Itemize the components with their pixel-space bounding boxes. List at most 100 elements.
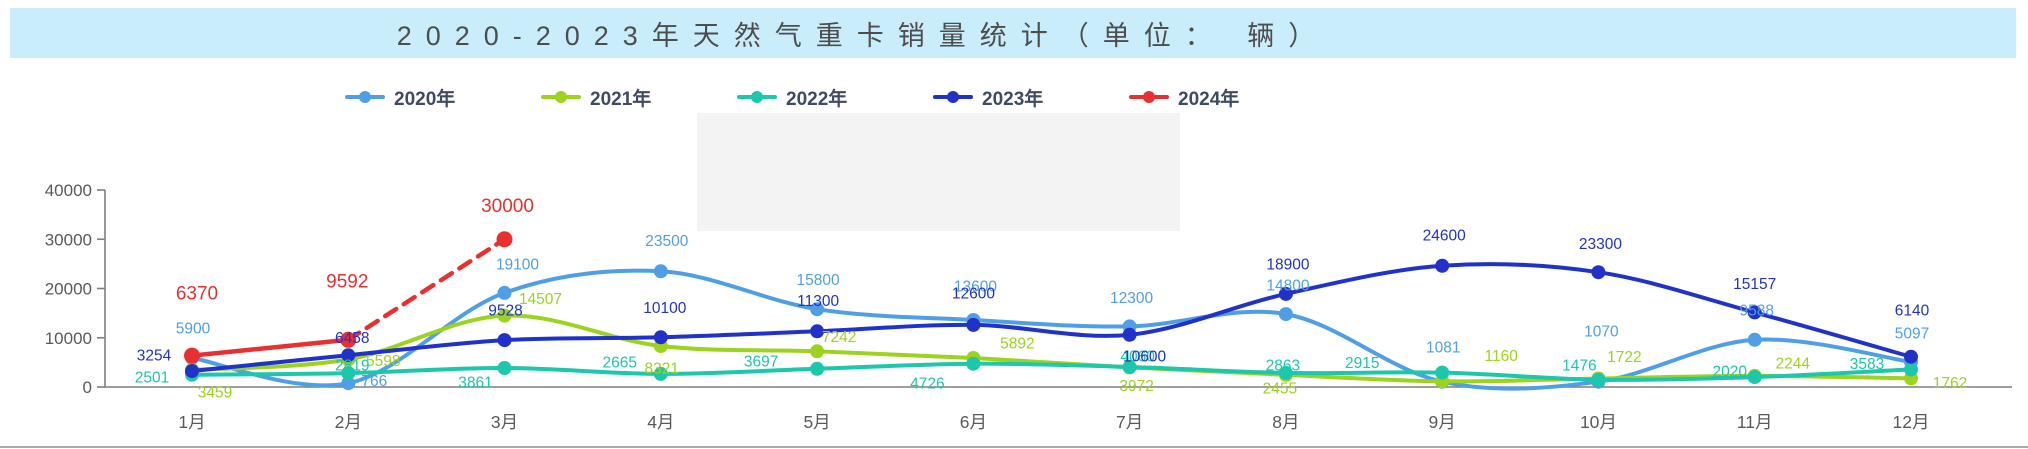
series-line-2022年	[190, 361, 1913, 382]
data-label-2023年-2月: 6458	[335, 330, 369, 347]
data-point-2022年-9月[interactable]	[1435, 365, 1450, 380]
data-point-2024年-3月[interactable]	[496, 231, 513, 248]
data-label-2022年-10月: 1476	[1562, 357, 1596, 374]
data-point-2023年-6月[interactable]	[966, 317, 981, 332]
legend-item-2023年[interactable]: 2023年	[933, 84, 1129, 111]
data-point-2023年-10月[interactable]	[1591, 265, 1606, 280]
watermark-patch	[697, 113, 1180, 231]
data-point-2020年-11月[interactable]	[1747, 332, 1762, 347]
legend-line-marker-icon	[737, 91, 777, 103]
data-label-2023年-12月: 6140	[1895, 302, 1930, 319]
x-axis-label-6月: 6月	[960, 412, 987, 432]
page-title: 2020-2023年天然气重卡销量统计（单位： 辆）	[396, 20, 1330, 51]
data-label-2021年-2月: 5598	[366, 353, 400, 370]
data-label-2020年-2月: 766	[361, 373, 387, 390]
data-label-2021年-6月: 5892	[1000, 336, 1034, 353]
data-point-2022年-3月[interactable]	[497, 361, 512, 375]
data-point-2020年-5月[interactable]	[810, 302, 825, 317]
data-label-2023年-8月: 18900	[1266, 257, 1309, 274]
data-label-2021年-4月: 8321	[645, 361, 679, 378]
series-line-2023年	[190, 262, 1913, 373]
legend-item-2022年[interactable]: 2022年	[737, 84, 933, 111]
data-label-2023年-6月: 12600	[952, 286, 995, 303]
data-point-2022年-11月[interactable]	[1747, 370, 1762, 385]
data-label-2021年-3月: 14507	[519, 291, 562, 308]
data-point-2023年-7月[interactable]	[1122, 327, 1137, 342]
series-line-2024年	[189, 337, 351, 358]
data-label-2020年-11月: 9588	[1739, 302, 1773, 319]
data-point-2023年-11月[interactable]	[1747, 305, 1762, 320]
data-point-2022年-12月[interactable]	[1904, 362, 1918, 377]
chart-title-bar: 2020-2023年天然气重卡销量统计（单位： 辆）	[10, 8, 2016, 58]
data-point-2020年-3月[interactable]	[497, 285, 512, 300]
legend-item-2024年[interactable]: 2024年	[1129, 84, 1325, 111]
data-point-2022年-10月[interactable]	[1591, 372, 1606, 387]
x-axis-label-7月: 7月	[1116, 412, 1143, 432]
data-label-2022年-3月: 3861	[458, 375, 492, 392]
data-point-2024年-1月[interactable]	[184, 347, 200, 364]
data-point-2022年-6月[interactable]	[966, 356, 981, 371]
data-point-2020年-4月[interactable]	[653, 264, 668, 279]
data-point-2021年-5月[interactable]	[810, 344, 825, 359]
data-point-2023年-5月[interactable]	[810, 324, 825, 339]
legend-line-marker-icon	[1129, 91, 1169, 103]
data-point-2021年-3月[interactable]	[497, 308, 512, 323]
legend-dot-icon	[751, 91, 763, 103]
y-axis-tick-label: 10000	[45, 329, 92, 348]
data-label-2022年-9月: 2915	[1345, 355, 1379, 372]
data-point-2022年-7月[interactable]	[1122, 360, 1137, 374]
x-axis-label-3月: 3月	[491, 412, 518, 432]
data-point-2020年-2月[interactable]	[341, 376, 356, 391]
legend-item-2020年[interactable]: 2020年	[345, 84, 541, 111]
data-label-2023年-10月: 23300	[1579, 236, 1622, 253]
data-label-2023年-3月: 9528	[488, 303, 522, 320]
data-point-2022年-5月[interactable]	[810, 361, 825, 376]
data-point-2023年-1月[interactable]	[185, 364, 199, 378]
data-label-2020年-1月: 5900	[176, 321, 211, 338]
legend-label: 2022年	[786, 88, 848, 110]
data-label-2021年-10月: 1722	[1607, 349, 1641, 366]
legend-line-marker-icon	[933, 91, 973, 103]
data-point-2023年-12月[interactable]	[1904, 349, 1918, 364]
x-axis-label-1月: 1月	[178, 412, 205, 432]
legend-dot-icon	[947, 91, 959, 103]
bottom-divider	[0, 446, 2028, 448]
legend-line-marker-icon	[541, 91, 581, 103]
legend-dot-icon	[555, 91, 567, 103]
data-label-2021年-8月: 2455	[1263, 381, 1297, 398]
x-axis-label-5月: 5月	[803, 412, 830, 432]
data-label-2023年-7月: 10600	[1123, 348, 1166, 365]
data-point-2023年-8月[interactable]	[1278, 286, 1293, 301]
data-label-2023年-9月: 24600	[1423, 227, 1466, 244]
data-label-2023年-5月: 11300	[797, 293, 839, 310]
data-label-2022年-7月: 4060	[1120, 349, 1155, 366]
data-label-2021年-1月: 3459	[198, 385, 232, 402]
data-label-2021年-9月: 1160	[1485, 348, 1519, 365]
y-axis-tick-label: 40000	[45, 181, 92, 200]
data-point-2023年-2月[interactable]	[341, 348, 356, 363]
data-label-2020年-12月: 5097	[1895, 326, 1929, 343]
legend-label: 2024年	[1178, 88, 1240, 110]
data-label-2023年-1月: 3254	[137, 348, 172, 365]
data-point-2023年-9月[interactable]	[1435, 258, 1450, 273]
data-point-2023年-4月[interactable]	[653, 330, 668, 345]
data-label-2022年-11月: 2020	[1712, 364, 1747, 381]
data-point-2022年-8月[interactable]	[1278, 365, 1293, 380]
data-label-2021年-7月: 3972	[1119, 378, 1153, 395]
data-label-2021年-5月: 7242	[822, 329, 856, 346]
data-label-2020年-8月: 14800	[1266, 278, 1309, 295]
data-point-2023年-3月[interactable]	[497, 333, 512, 348]
data-point-2022年-2月[interactable]	[341, 366, 356, 381]
legend-item-2021年[interactable]: 2021年	[541, 84, 737, 111]
data-point-2020年-8月[interactable]	[1278, 307, 1293, 322]
data-label-2020年-7月: 12300	[1110, 290, 1153, 307]
data-label-2022年-5月: 3697	[744, 353, 778, 370]
data-label-2022年-8月: 2863	[1266, 358, 1300, 375]
data-label-2023年-4月: 10100	[643, 300, 686, 317]
data-label-2024年-1月: 6370	[176, 284, 218, 305]
data-point-2024年-2月[interactable]	[340, 331, 357, 348]
x-axis-label-11月: 11月	[1737, 412, 1773, 432]
legend-dot-icon	[359, 91, 371, 103]
data-point-2022年-4月[interactable]	[653, 366, 668, 381]
y-axis-tick-label: 30000	[45, 230, 92, 249]
